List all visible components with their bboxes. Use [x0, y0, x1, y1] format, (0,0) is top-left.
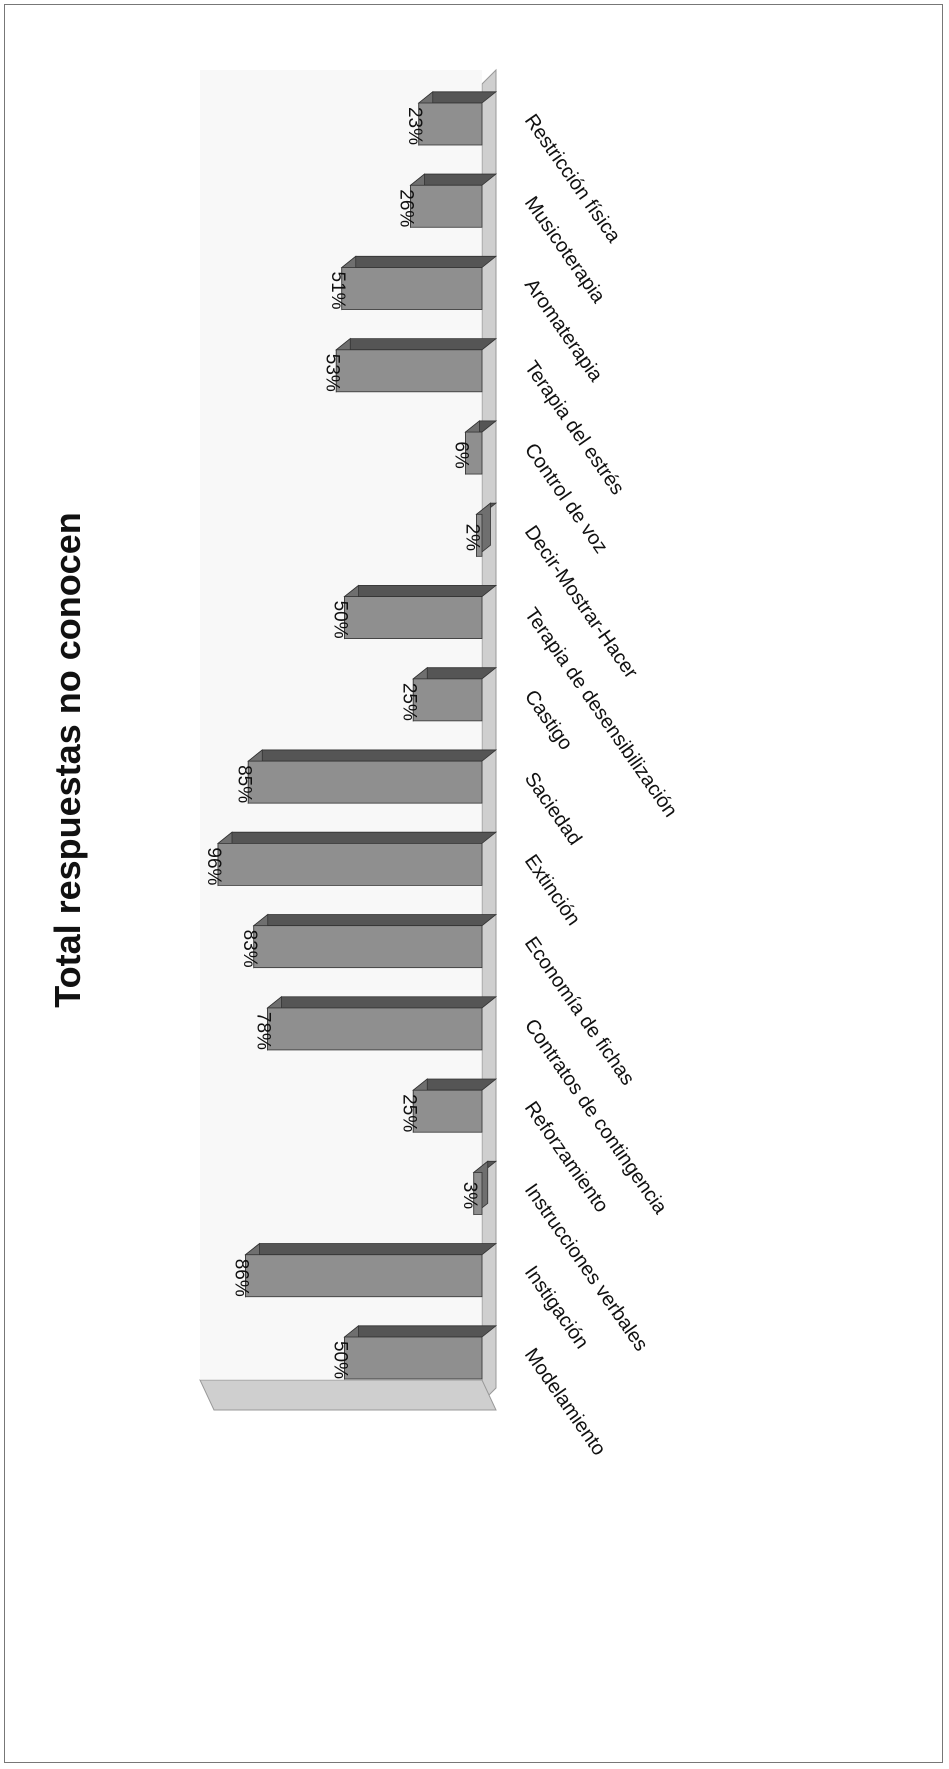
category-label-6: Extinción	[520, 851, 585, 930]
category-label-8: Castigo	[520, 686, 577, 754]
value-label-3: 25%	[398, 1094, 419, 1132]
bar-15	[418, 102, 483, 146]
value-label-9: 50%	[330, 601, 351, 639]
value-label-5: 83%	[239, 930, 260, 968]
bar-10	[476, 513, 483, 557]
bar-top-12	[335, 338, 498, 351]
bar-top-1	[244, 1243, 498, 1256]
value-label-6: 96%	[203, 847, 224, 885]
bar-top-5	[252, 914, 498, 927]
bar-9	[344, 596, 483, 639]
value-label-13: 51%	[327, 272, 348, 310]
value-label-14: 26%	[396, 189, 417, 227]
bar-2	[473, 1172, 483, 1215]
bar-0	[344, 1336, 483, 1380]
value-label-7: 85%	[233, 765, 254, 803]
category-label-5: Economía de fichas	[520, 933, 639, 1090]
chart-side-wall	[199, 1379, 497, 1411]
bar-top-6	[216, 831, 498, 844]
value-label-4: 78%	[253, 1012, 274, 1050]
bar-top-9	[343, 585, 498, 597]
bar-11	[465, 431, 483, 475]
bar-6	[217, 843, 483, 886]
bar-5	[253, 925, 483, 969]
bar-7	[247, 760, 483, 804]
category-label-0: Modelamiento	[520, 1344, 610, 1460]
category-label-10: Decir-Mostrar-Hacer	[520, 522, 642, 683]
bar-top-0	[343, 1325, 498, 1338]
value-label-8: 25%	[398, 683, 419, 721]
bar-top-13	[340, 255, 498, 268]
bar-top-4	[266, 996, 498, 1009]
value-label-12: 53%	[321, 354, 342, 392]
bar-1	[245, 1254, 483, 1298]
bar-14	[410, 184, 483, 228]
bar-top-7	[247, 749, 498, 762]
bar-12	[335, 349, 483, 393]
value-label-0: 50%	[330, 1341, 351, 1379]
bar-3	[412, 1089, 483, 1133]
value-label-2: 3%	[459, 1182, 480, 1210]
value-label-15: 23%	[404, 107, 425, 145]
category-label-7: Saciedad	[520, 768, 586, 849]
category-label-12: Terapia del estrés	[520, 357, 629, 499]
chart-title: Total respuestas no conocen	[47, 512, 88, 1007]
value-label-1: 86%	[231, 1259, 252, 1297]
value-label-11: 6%	[451, 441, 472, 469]
bar-4	[267, 1007, 483, 1051]
value-label-10: 2%	[462, 524, 483, 552]
bar-8	[412, 678, 483, 722]
bar-13	[341, 267, 483, 310]
